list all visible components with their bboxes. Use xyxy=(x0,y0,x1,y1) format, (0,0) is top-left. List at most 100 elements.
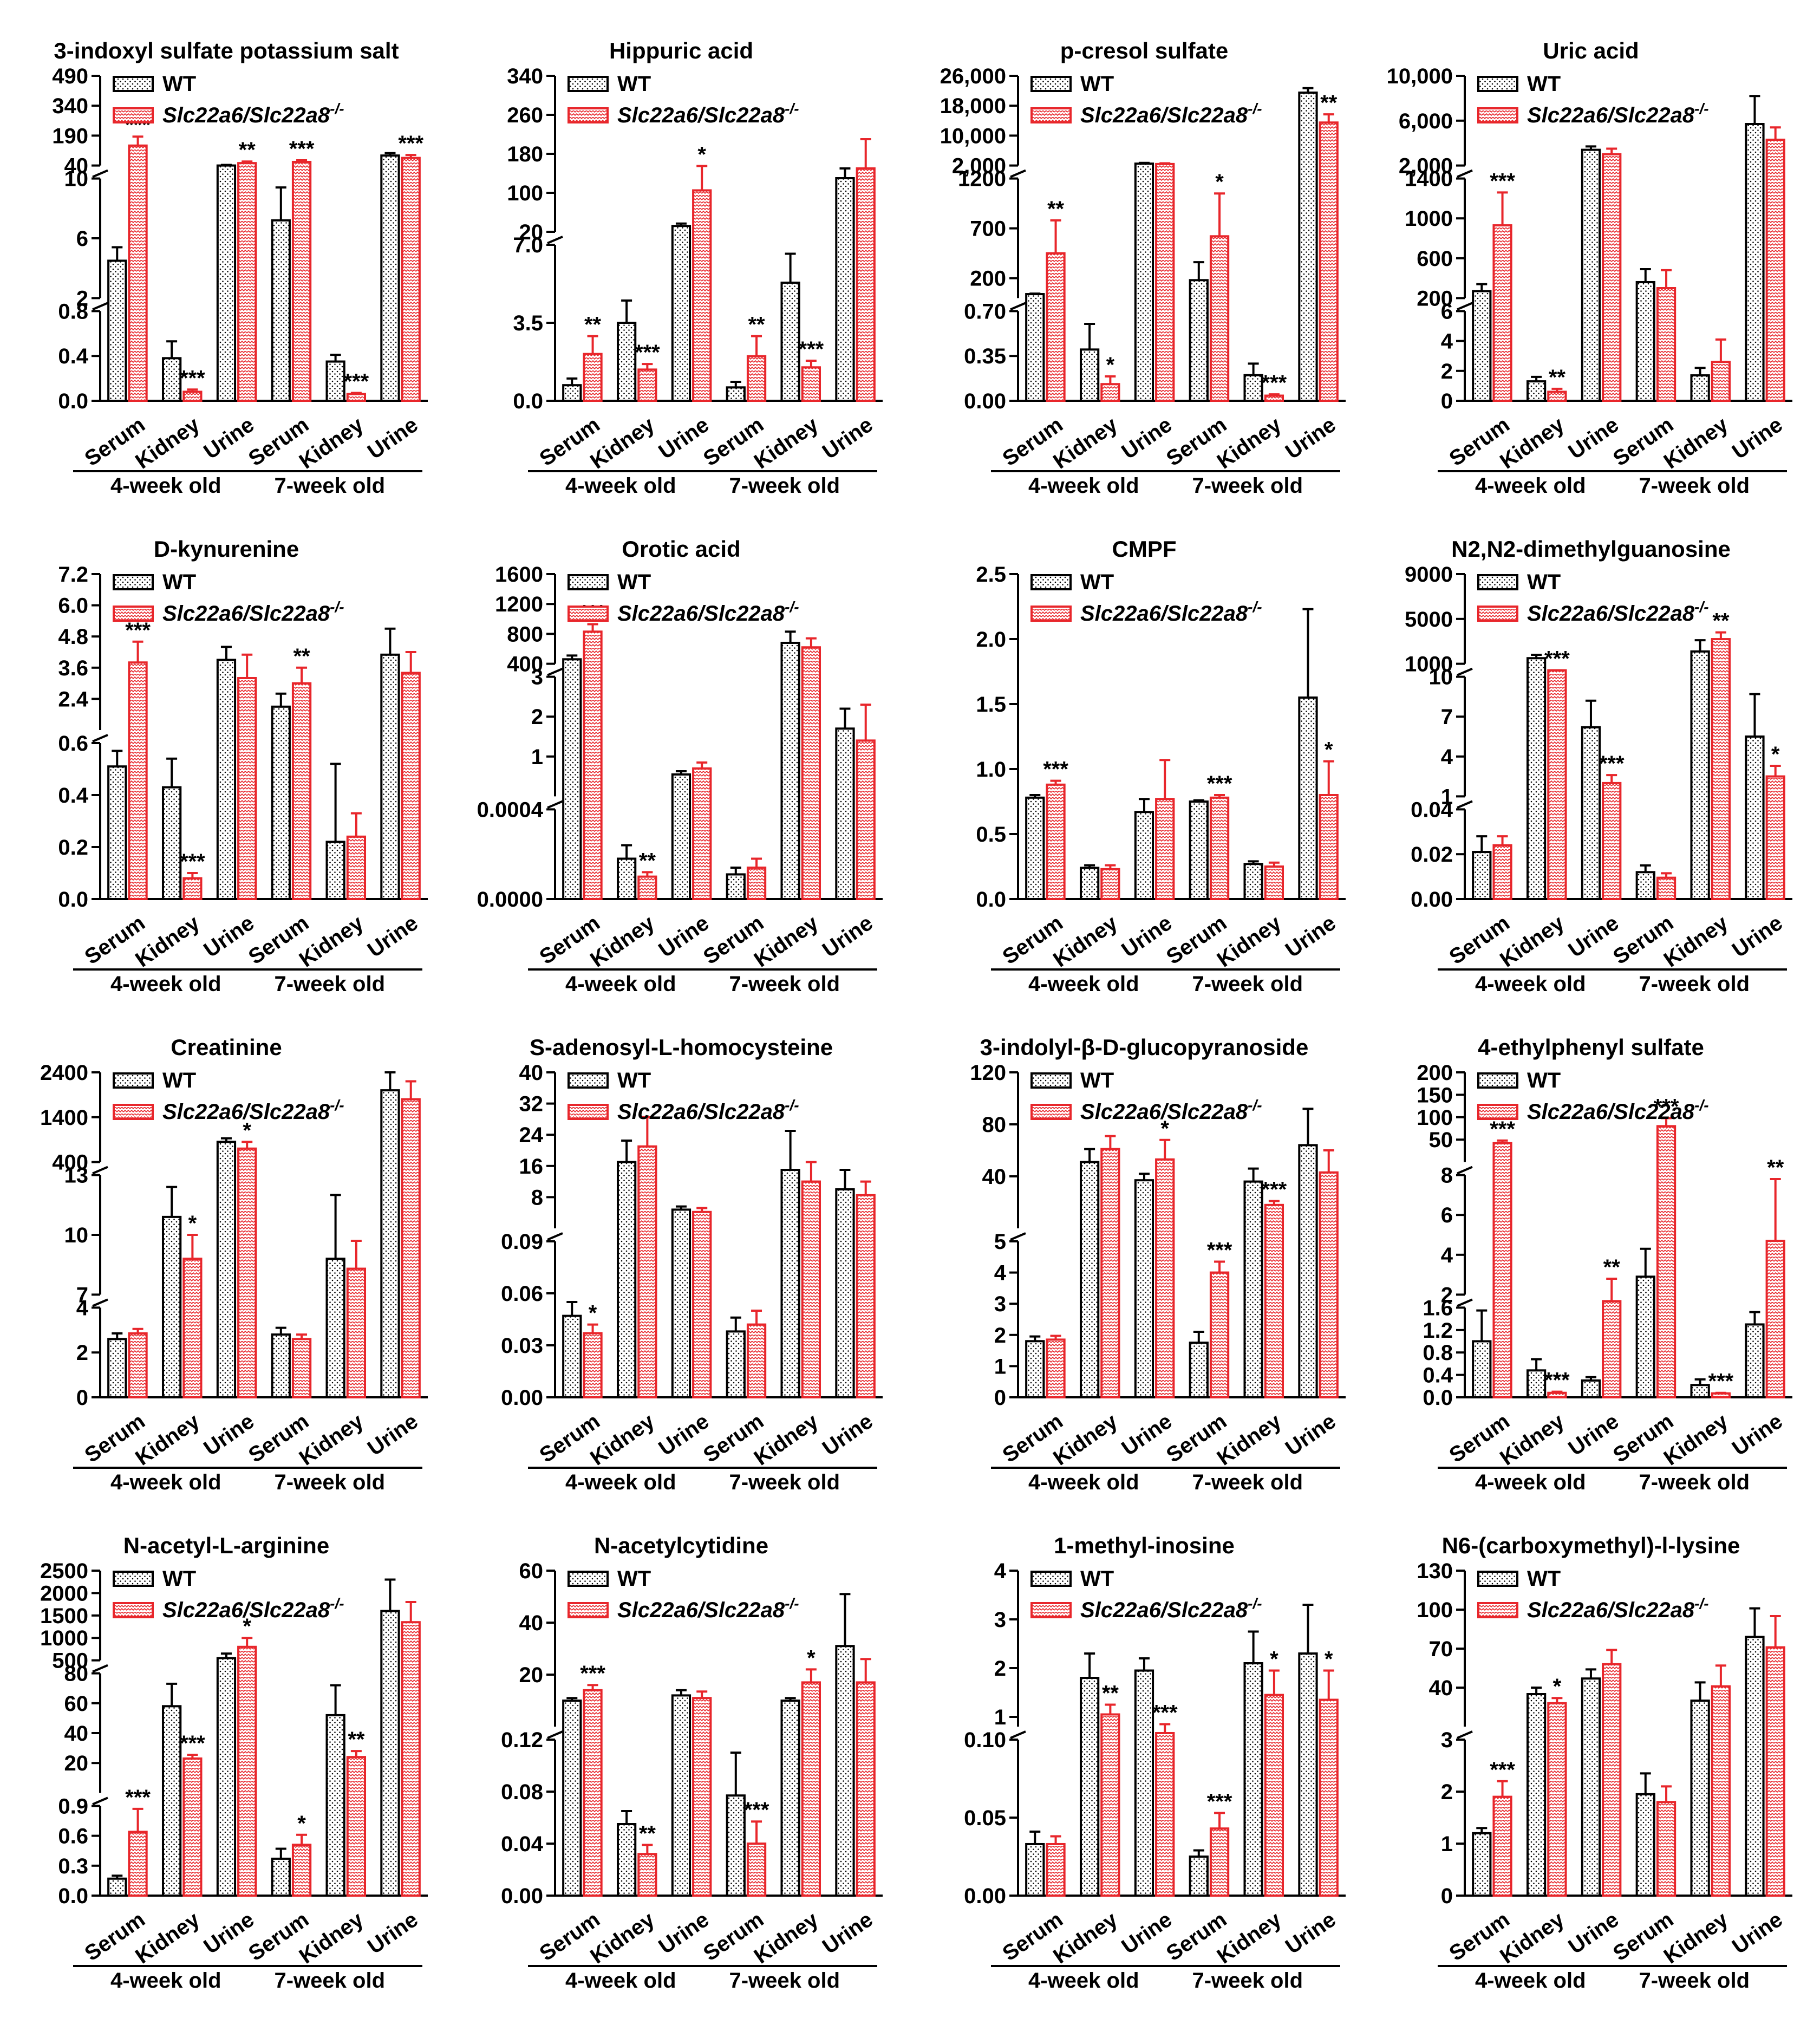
bar-ko xyxy=(128,144,148,402)
bars: ***** xyxy=(1472,95,1785,402)
legend-label-ko: Slc22a6/Slc22a8-/- xyxy=(617,1595,799,1622)
y-tick-label: 4.8 xyxy=(58,625,88,649)
y-tick-label: 26,000 xyxy=(940,64,1006,88)
significance-label: ** xyxy=(239,138,256,162)
bar-ko xyxy=(1492,224,1512,402)
chart-panel: S-adenosyl-L-homocysteine 0.00 0.03 0.06 0.0… xyxy=(501,1034,883,1494)
y-tick-label: 6.0 xyxy=(58,594,88,618)
y-tick-label: 0.00 xyxy=(501,1386,543,1410)
legend-label-wt: WT xyxy=(617,570,651,594)
bar-ko xyxy=(1100,1713,1120,1897)
bar-wt xyxy=(216,659,237,900)
y-tick-label: 0 xyxy=(1441,1884,1453,1908)
legend-swatch-wt xyxy=(1030,1072,1072,1089)
significance-label: * xyxy=(1771,743,1780,766)
axis-break-mark xyxy=(92,1664,108,1673)
y-tick-label: 2.5 xyxy=(976,563,1006,587)
bar-wt xyxy=(1745,123,1765,402)
chart-panel: N6-(carboxymethyl)-l-lysine 0 1 2 3 40 70 100 13… xyxy=(1417,1533,1792,1993)
chart-title: N-acetyl-L-arginine xyxy=(123,1533,329,1558)
y-tick-label: 1.0 xyxy=(976,758,1006,782)
bar-ko xyxy=(1711,1685,1731,1897)
chart-panel: N2,N2-dimethylguanosine 0.00 0.02 0.041 4 7 10… xyxy=(1405,536,1792,996)
y-tick-label: 0.0 xyxy=(513,389,543,413)
bar-wt xyxy=(671,773,692,901)
x-tick-label: Urine xyxy=(1728,1409,1787,1461)
y-tick-label: 1 xyxy=(1441,1832,1453,1856)
y-tick-label: 0.0 xyxy=(976,888,1006,912)
y-tick-label: 1.2 xyxy=(1423,1319,1453,1343)
bar-wt xyxy=(1635,1793,1655,1897)
bar-ko xyxy=(128,1831,148,1897)
legend-swatch-wt xyxy=(1030,76,1072,92)
y-tick-label: 0.70 xyxy=(964,300,1006,323)
legend-swatch-wt xyxy=(567,1571,609,1587)
significance-label: * xyxy=(1325,738,1333,762)
bar-wt xyxy=(616,857,637,900)
age-group-label: 4-week old xyxy=(110,972,221,996)
y-tick-label: 190 xyxy=(52,124,88,148)
y-tick-label: 40 xyxy=(64,1722,89,1746)
legend: WT Slc22a6/Slc22a8-/- xyxy=(1030,570,1262,626)
bar-wt xyxy=(161,357,182,402)
axis-break-mark xyxy=(92,169,108,178)
bar-wt xyxy=(271,705,291,900)
bar-ko xyxy=(1264,394,1284,402)
y-tick-label: 0.10 xyxy=(964,1728,1006,1752)
x-tick-label: Kidney xyxy=(750,1409,823,1470)
bar-ko xyxy=(1100,383,1120,402)
y-tick-label: 3.5 xyxy=(513,311,543,335)
legend-label-ko: Slc22a6/Slc22a8-/- xyxy=(617,598,799,626)
y-tick-label: 0.0 xyxy=(58,888,88,912)
x-tick-label: Kidney xyxy=(750,412,823,473)
significance-label: * xyxy=(807,1646,816,1670)
bar-ko xyxy=(291,1338,312,1398)
x-tick-label: Kidney xyxy=(1213,910,1286,972)
bar-wt xyxy=(616,322,637,402)
legend-swatch-ko xyxy=(1030,1104,1072,1120)
y-tick-label: 0.00 xyxy=(964,389,1006,413)
axis-break-mark xyxy=(1010,302,1026,311)
chart-title: N6-(carboxymethyl)-l-lysine xyxy=(1442,1533,1740,1558)
bar-ko xyxy=(1765,1646,1785,1897)
axis-break-mark xyxy=(547,236,563,244)
age-group-label: 7-week old xyxy=(1192,474,1303,498)
bar-wt xyxy=(1079,1161,1100,1398)
y-tick-label: 340 xyxy=(52,94,88,118)
bar-ko xyxy=(401,1098,421,1398)
y-tick-label: 5 xyxy=(994,1230,1006,1254)
bar-ko xyxy=(1209,1827,1230,1897)
bar-wt xyxy=(1745,1323,1765,1399)
bar-wt xyxy=(380,154,400,402)
bar-wt xyxy=(1189,279,1209,402)
y-tick-label: 0 xyxy=(994,1386,1006,1410)
y-tick-label: 40 xyxy=(519,1061,544,1085)
y-tick-label: 1200 xyxy=(958,167,1006,191)
y-tick-label: 0.2 xyxy=(58,836,88,860)
legend-label-ko: Slc22a6/Slc22a8-/- xyxy=(1080,1595,1262,1622)
y-tick-label: 20 xyxy=(519,220,544,244)
x-tick-label: Urine xyxy=(1281,1409,1340,1461)
y-tick-label: 10,000 xyxy=(1387,64,1453,88)
chart-panel: 3-indoxyl sulfate potassium salt 0.0 0.4 0.… xyxy=(52,38,428,498)
significance-label: *** xyxy=(289,137,315,161)
x-tick-label: Kidney xyxy=(586,1907,659,1968)
legend-label-ko: Slc22a6/Slc22a8-/- xyxy=(162,100,344,127)
y-tick-label: 0.04 xyxy=(1411,798,1453,822)
bars: ***** xyxy=(562,601,876,901)
y-tick-label: 0.02 xyxy=(1411,843,1453,867)
bar-wt xyxy=(780,641,800,900)
y-tick-label: 4 xyxy=(994,1261,1007,1285)
y-tick-label: 60 xyxy=(519,1559,544,1583)
legend: WT Slc22a6/Slc22a8-/- xyxy=(567,1069,799,1124)
bar-wt xyxy=(835,177,855,402)
significance-label: *** xyxy=(125,1786,151,1809)
y-tick-label: 40 xyxy=(982,1165,1007,1189)
legend-label-ko: Slc22a6/Slc22a8-/- xyxy=(1080,100,1262,127)
significance-label: *** xyxy=(580,1662,605,1685)
legend-label-ko: Slc22a6/Slc22a8-/- xyxy=(617,100,799,127)
legend-swatch-ko xyxy=(113,1602,154,1618)
bar-wt xyxy=(107,1877,127,1897)
legend-swatch-wt xyxy=(113,1072,154,1089)
